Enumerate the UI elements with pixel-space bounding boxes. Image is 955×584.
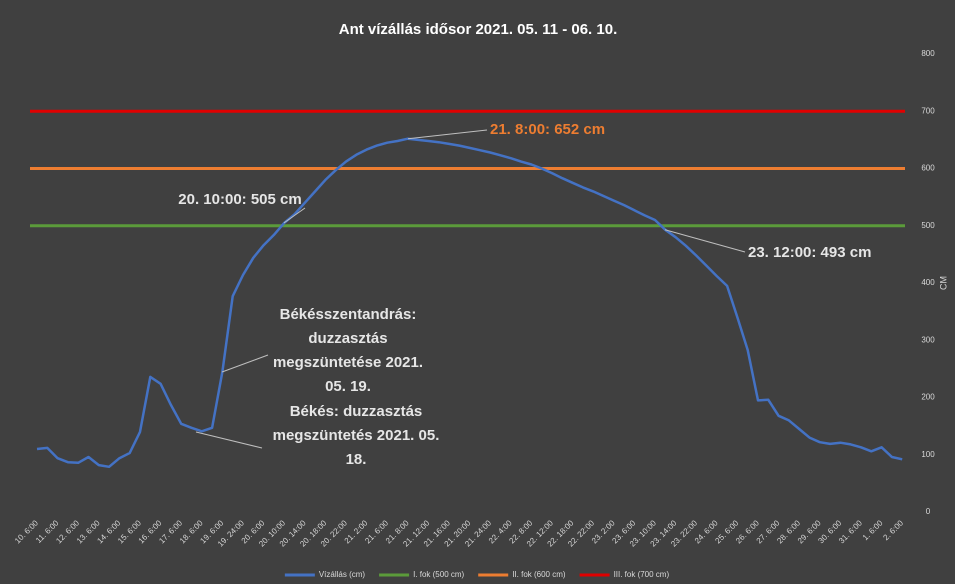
- y-tick-label: 500: [921, 221, 935, 230]
- y-tick-label: 300: [921, 335, 935, 344]
- chart-title: Ant vízállás idősor 2021. 05. 11 - 06. 1…: [339, 21, 617, 38]
- annotation-text: 18.: [346, 451, 367, 468]
- y-axis-label: CM: [938, 276, 948, 290]
- data-line: [36, 137, 903, 469]
- annotation-text: 20. 10:00: 505 cm: [178, 191, 301, 208]
- annotation-text: 21. 8:00: 652 cm: [490, 121, 605, 138]
- annotation-leader: [407, 129, 488, 140]
- legend-label: I. fok (500 cm): [413, 570, 464, 579]
- y-tick-label: 700: [921, 106, 935, 115]
- annotation-text: duzzasztás: [308, 330, 387, 347]
- y-tick-label: 400: [921, 278, 935, 287]
- annotation-leader: [283, 207, 306, 224]
- legend-label: Vízállás (cm): [319, 570, 366, 579]
- annotation-text: 05. 19.: [325, 378, 371, 395]
- y-tick-label: 800: [921, 49, 935, 58]
- y-tick-label: 100: [921, 450, 935, 459]
- y-tick-label: 600: [921, 164, 935, 173]
- annotation-leader: [221, 354, 269, 373]
- legend-label: III. fok (700 cm): [614, 570, 670, 579]
- annotation-text: Békésszentandrás:: [280, 306, 417, 323]
- annotation-leader: [664, 229, 746, 253]
- annotation-text: megszüntetés 2021. 05.: [273, 427, 440, 444]
- annotation-text: 23. 12:00: 493 cm: [748, 244, 871, 261]
- annotation-leader: [195, 431, 263, 449]
- annotation-text: megszüntetése 2021.: [273, 354, 423, 371]
- legend-label: II. fok (600 cm): [512, 570, 566, 579]
- y-tick-label: 0: [926, 507, 931, 516]
- annotation-text: Békés: duzzasztás: [290, 403, 423, 420]
- y-tick-label: 200: [921, 393, 935, 402]
